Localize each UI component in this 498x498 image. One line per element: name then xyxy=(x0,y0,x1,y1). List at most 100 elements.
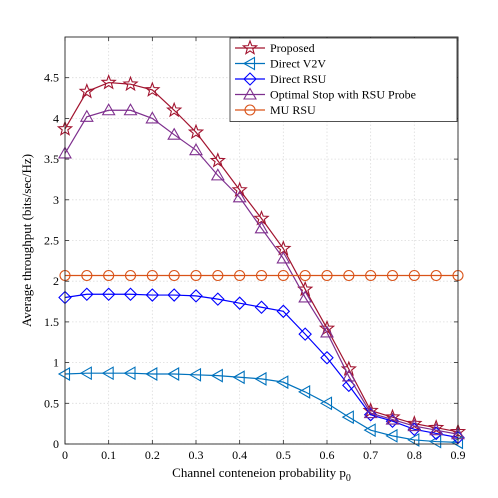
data-point xyxy=(365,269,377,282)
tick-labels: 0 0.1 0.2 0.3 0.4 0.5 0.6 0.7 0.8 0.9 0 0.5 1 1.5 2 2.5… xyxy=(44,71,466,462)
x-tick-label: 0.3 xyxy=(189,448,204,462)
data-point xyxy=(78,82,95,99)
series-line xyxy=(64,109,459,435)
y-tick-label: 1.5 xyxy=(44,315,59,329)
x-tick-label: 0.6 xyxy=(320,448,335,462)
data-point xyxy=(57,367,71,381)
data-point xyxy=(408,269,420,282)
x-tick-label: 0.8 xyxy=(407,448,422,462)
data-point xyxy=(386,269,399,282)
data-point xyxy=(123,366,136,381)
data-point xyxy=(254,221,269,234)
y-tick-label: 3 xyxy=(53,193,59,207)
legend-label: Direct V2V xyxy=(270,57,326,71)
data-point xyxy=(144,81,161,97)
legend-label: Optimal Stop with RSU Probe xyxy=(270,88,416,102)
data-point xyxy=(385,412,400,425)
data-point xyxy=(212,269,224,282)
data-point xyxy=(100,74,117,90)
y-tick-label: 2.5 xyxy=(44,234,59,248)
data-point xyxy=(255,269,268,282)
data-point xyxy=(101,103,116,116)
x-axis-title: Channel conteneion probability p0 xyxy=(172,465,351,484)
series-line xyxy=(64,81,459,433)
data-point xyxy=(276,304,291,319)
series-line xyxy=(64,293,459,439)
y-tick-label: 0 xyxy=(53,437,59,451)
x-tick-label: 0.9 xyxy=(451,448,466,462)
data-point xyxy=(363,423,376,438)
x-tick-label: 0.7 xyxy=(363,448,378,462)
data-point xyxy=(103,269,115,282)
data-point xyxy=(101,366,114,381)
legend-entry: Direct RSU xyxy=(235,72,327,86)
x-tick-label: 0.1 xyxy=(101,448,116,462)
x-tick-label: 0.2 xyxy=(145,448,160,462)
legend-entry: Optimal Stop with RSU Probe xyxy=(235,87,416,102)
data-point xyxy=(298,384,311,399)
data-point xyxy=(341,410,354,425)
data-point xyxy=(430,269,442,282)
data-point xyxy=(232,296,247,310)
data-point xyxy=(450,435,464,450)
data-point xyxy=(363,405,378,419)
data-point xyxy=(167,367,180,381)
data-point xyxy=(187,123,205,140)
legend-marker xyxy=(242,56,256,71)
data-point xyxy=(385,414,400,428)
data-point xyxy=(122,75,139,92)
data-point xyxy=(277,269,289,282)
y-tick-label: 3.5 xyxy=(44,152,59,166)
data-point xyxy=(79,366,92,381)
data-point xyxy=(145,111,160,124)
data-point xyxy=(232,190,247,203)
data-point xyxy=(123,103,138,116)
data-point xyxy=(146,269,158,282)
legend-label: Proposed xyxy=(270,41,315,55)
x-axis-title-main: Channel conteneion probability p xyxy=(172,465,346,480)
data-point xyxy=(234,269,246,282)
data-point xyxy=(276,375,289,390)
data-point xyxy=(320,350,334,365)
data-point xyxy=(211,292,225,306)
data-point xyxy=(321,269,333,282)
x-axis-title-subscript: 0 xyxy=(346,473,351,484)
data-point xyxy=(429,423,444,436)
y-tick-label: 0.5 xyxy=(44,396,59,410)
data-point xyxy=(81,269,93,282)
legend-marker xyxy=(241,39,259,55)
legend-entry: Direct V2V xyxy=(235,57,326,71)
legend-box xyxy=(229,37,458,122)
data-point xyxy=(80,287,94,302)
data-point xyxy=(299,269,311,282)
data-point xyxy=(276,251,291,264)
data-point xyxy=(167,127,182,140)
legend-entry: MU RSU xyxy=(235,103,316,117)
data-point xyxy=(145,367,158,381)
data-point xyxy=(385,428,398,443)
data-point xyxy=(145,288,160,302)
data-point xyxy=(343,269,355,282)
data-point xyxy=(123,287,138,302)
x-tick-label: 0.5 xyxy=(276,448,291,462)
legend-entry: Proposed xyxy=(235,39,315,55)
legend-marker xyxy=(243,87,257,100)
data-point xyxy=(298,327,312,341)
legend-marker xyxy=(244,104,256,116)
data-point xyxy=(407,432,420,447)
y-axis-title: Average throughput (bits/sec/Hz) xyxy=(19,154,34,327)
data-point xyxy=(166,101,183,118)
legend-marker xyxy=(243,72,257,86)
data-point xyxy=(407,418,422,432)
data-point xyxy=(188,367,202,382)
data-point xyxy=(341,369,356,382)
series-1 xyxy=(57,366,464,450)
legend-label: MU RSU xyxy=(270,103,316,117)
data-point xyxy=(363,407,378,422)
data-point xyxy=(168,269,180,282)
legend-label: Direct RSU xyxy=(270,72,327,86)
data-point xyxy=(189,143,203,156)
y-tick-label: 1 xyxy=(53,356,59,370)
